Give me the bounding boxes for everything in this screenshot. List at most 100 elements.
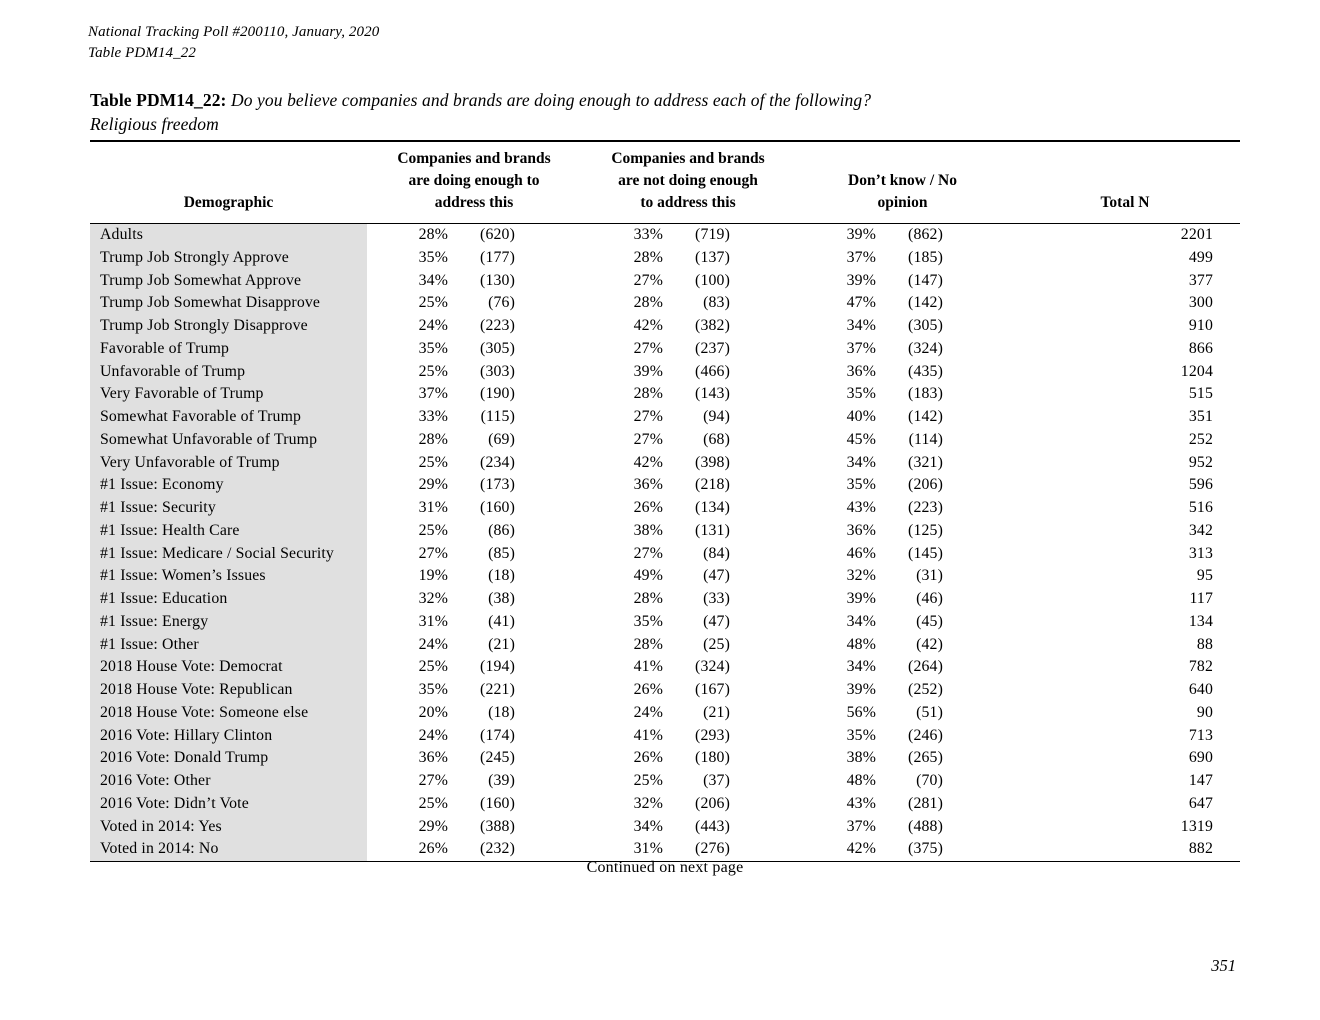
cell-not-doing-enough: 38% (131) xyxy=(581,520,795,543)
cell-total-n: 640 xyxy=(1188,681,1213,698)
cell-not-doing-enough: 34% (443) xyxy=(581,816,795,839)
n-value: (388) xyxy=(480,817,515,835)
cell-dont-know: 37% (324) xyxy=(795,338,1010,361)
pct-value: 36% xyxy=(846,362,876,380)
n-value: (246) xyxy=(908,726,943,744)
n-value: (142) xyxy=(908,294,943,312)
pct-value: 43% xyxy=(846,794,876,812)
cell-doing-enough: 32% (38) xyxy=(367,588,581,611)
pct-value: 33% xyxy=(633,226,663,243)
n-value: (194) xyxy=(480,658,515,676)
pct-value: 26% xyxy=(633,749,663,767)
cell-dont-know: 39% (252) xyxy=(795,679,1010,702)
pct-value: 37% xyxy=(846,339,876,357)
table-row: Trump Job Strongly Disapprove 24% (223) 4… xyxy=(90,315,1240,338)
row-label: #1 Issue: Security xyxy=(90,497,367,520)
cell-dont-know: 45% (114) xyxy=(795,429,1010,452)
pct-value: 37% xyxy=(846,248,876,266)
n-value: (86) xyxy=(488,521,515,539)
cell-total-n: 647 xyxy=(1188,794,1213,812)
pct-value: 39% xyxy=(846,271,876,289)
cell-not-doing-enough: 28% (25) xyxy=(581,634,795,657)
cell-dont-know: 48% (70) xyxy=(795,770,1010,793)
row-label: #1 Issue: Health Care xyxy=(90,519,367,543)
cell-total-n: 1319 xyxy=(1180,817,1213,835)
pct-value: 39% xyxy=(633,362,663,380)
cell-doing-enough: 26% (232) xyxy=(367,838,581,863)
cell-not-doing-enough: 27% (68) xyxy=(581,429,795,452)
cell-dont-know: 40% (142) xyxy=(795,406,1010,429)
n-value: (293) xyxy=(695,726,730,744)
n-value: (160) xyxy=(480,794,515,812)
cell-doing-enough: 33% (115) xyxy=(367,406,581,429)
cell-doing-enough: 35% (305) xyxy=(367,338,581,361)
cell-doing-enough: 35% (177) xyxy=(367,247,581,270)
table-row: #1 Issue: Energy 31% (41) 35% (47) 34% (45)… xyxy=(90,610,1240,634)
n-value: (324) xyxy=(695,658,730,676)
row-label: Unfavorable of Trump xyxy=(90,360,367,384)
cell-doing-enough: 36% (245) xyxy=(367,747,581,770)
cell-not-doing-enough: 26% (167) xyxy=(581,679,795,702)
title-question: Do you believe companies and brands are … xyxy=(230,90,872,110)
pct-value: 39% xyxy=(846,226,876,243)
table-row: #1 Issue: Security 31% (160) 26% (134) 43%… xyxy=(90,497,1240,520)
column-header-dont-know: Don’t know / No opinion xyxy=(795,141,1010,224)
cell-dont-know: 39% (147) xyxy=(795,270,1010,293)
row-label: #1 Issue: Education xyxy=(90,588,367,611)
cell-dont-know: 35% (183) xyxy=(795,383,1010,406)
cell-dont-know: 36% (435) xyxy=(795,361,1010,384)
pct-value: 27% xyxy=(633,430,663,448)
pct-value: 39% xyxy=(846,681,876,698)
cell-doing-enough: 19% (18) xyxy=(367,565,581,588)
cell-dont-know: 48% (42) xyxy=(795,634,1010,657)
pct-value: 25% xyxy=(418,294,448,312)
n-value: (42) xyxy=(916,635,943,653)
cell-doing-enough: 31% (41) xyxy=(367,611,581,634)
cell-total-n: 782 xyxy=(1188,658,1213,676)
cell-total-n: 117 xyxy=(1189,590,1213,607)
pct-value: 36% xyxy=(418,749,448,767)
table-row: Trump Job Somewhat Disapprove 25% (76) 28… xyxy=(90,292,1240,315)
pct-value: 36% xyxy=(633,476,663,494)
n-value: (190) xyxy=(480,385,515,403)
table-row: 2018 House Vote: Democrat 25% (194) 41% (3… xyxy=(90,656,1240,679)
pct-value: 29% xyxy=(418,817,448,835)
n-value: (321) xyxy=(908,453,943,471)
table-row: 2016 Vote: Hillary Clinton 24% (174) 41% (… xyxy=(90,724,1240,748)
row-label: 2016 Vote: Hillary Clinton xyxy=(90,724,367,748)
cell-total-n: 134 xyxy=(1188,612,1213,630)
n-value: (245) xyxy=(480,749,515,767)
cell-not-doing-enough: 26% (134) xyxy=(581,497,795,520)
cell-not-doing-enough: 27% (237) xyxy=(581,338,795,361)
cell-not-doing-enough: 27% (94) xyxy=(581,406,795,429)
cell-dont-know: 35% (206) xyxy=(795,474,1010,497)
cell-total-n: 866 xyxy=(1188,339,1213,357)
cell-dont-know: 43% (281) xyxy=(795,793,1010,816)
title-line: Table PDM14_22: Do you believe companies… xyxy=(90,88,871,112)
n-value: (21) xyxy=(488,635,515,653)
cell-total-n: 515 xyxy=(1188,385,1213,403)
cell-not-doing-enough: 25% (37) xyxy=(581,770,795,793)
n-value: (206) xyxy=(695,794,730,812)
cell-doing-enough: 25% (86) xyxy=(367,520,581,543)
n-value: (206) xyxy=(908,476,943,494)
pct-value: 47% xyxy=(846,294,876,312)
cell-doing-enough: 27% (39) xyxy=(367,770,581,793)
n-value: (443) xyxy=(695,817,730,835)
table-row: Voted in 2014: Yes 29% (388) 34% (443) 37%… xyxy=(90,815,1240,839)
n-value: (147) xyxy=(908,271,943,289)
n-value: (137) xyxy=(695,248,730,266)
cell-total-n: 910 xyxy=(1188,317,1213,334)
n-value: (70) xyxy=(916,772,943,789)
n-value: (488) xyxy=(908,817,943,835)
table-row: Very Unfavorable of Trump 25% (234) 42% (3… xyxy=(90,451,1240,475)
cell-not-doing-enough: 49% (47) xyxy=(581,565,795,588)
cell-not-doing-enough: 26% (180) xyxy=(581,747,795,770)
row-label: Very Favorable of Trump xyxy=(90,383,367,406)
n-value: (18) xyxy=(488,567,515,585)
pct-value: 37% xyxy=(418,385,448,403)
row-label: Trump Job Strongly Approve xyxy=(90,246,367,270)
n-value: (305) xyxy=(480,339,515,357)
row-label: Somewhat Favorable of Trump xyxy=(90,406,367,429)
column-header-not-doing-enough: Companies and brands are not doing enoug… xyxy=(581,141,795,224)
